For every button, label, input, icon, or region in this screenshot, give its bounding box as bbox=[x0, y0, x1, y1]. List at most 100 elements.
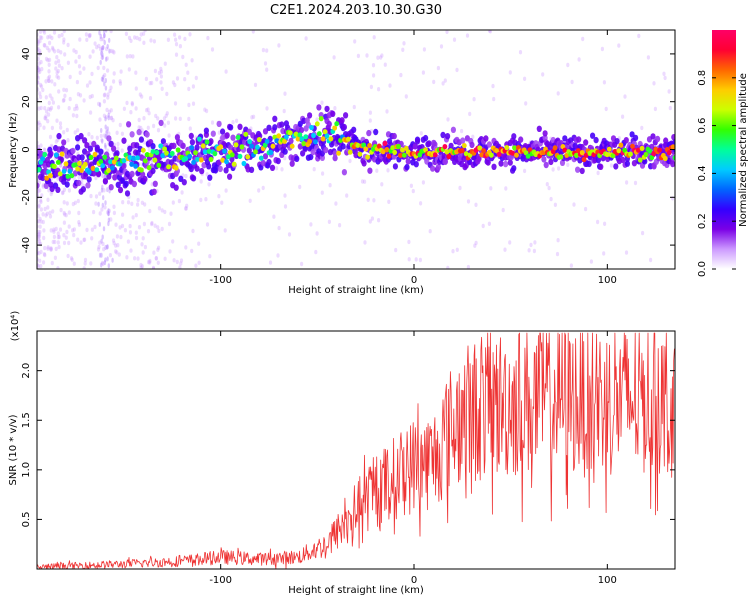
spectrogram-noise-point bbox=[108, 88, 112, 94]
spectrogram-noise-point bbox=[42, 252, 47, 257]
spectrogram-noise-point bbox=[474, 240, 478, 246]
spectrogram-noise-point bbox=[108, 253, 112, 258]
spectrogram-y-tick-label: 20 bbox=[21, 95, 32, 108]
spectrogram-core-point bbox=[463, 151, 469, 157]
spectrogram-noise-point bbox=[458, 185, 462, 191]
spectrogram-noise-point bbox=[48, 93, 52, 98]
spectrogram-noise-point bbox=[163, 61, 167, 66]
spectrogram-core-point bbox=[299, 136, 305, 142]
spectrogram-noise-point bbox=[152, 250, 156, 255]
spectrogram-core-point bbox=[75, 166, 80, 172]
spectrogram-noise-point bbox=[39, 198, 43, 203]
spectrogram-band-point bbox=[210, 130, 216, 137]
spectrogram-core-point bbox=[42, 151, 48, 158]
spectrogram-noise-point bbox=[446, 265, 450, 269]
spectrogram-noise-point bbox=[103, 33, 106, 39]
spectrogram-noise-point bbox=[150, 220, 154, 226]
spectrogram-core-point bbox=[309, 124, 314, 131]
spectrogram-band-point bbox=[224, 132, 230, 139]
spectrogram-noise-point bbox=[624, 250, 629, 255]
spectrogram-noise-point bbox=[102, 74, 105, 80]
spectrogram-noise-point bbox=[197, 260, 201, 265]
spectrogram-noise-point bbox=[142, 31, 146, 36]
spectrogram-noise-point bbox=[99, 59, 102, 65]
spectrogram-noise-point bbox=[39, 105, 43, 111]
spectrogram-noise-point bbox=[399, 72, 403, 78]
spectrogram-noise-point bbox=[109, 116, 113, 121]
spectrogram-noise-point bbox=[88, 33, 92, 38]
spectrogram-noise-point bbox=[38, 224, 42, 229]
spectrogram-core-point bbox=[481, 148, 486, 154]
spectrogram-core-point bbox=[92, 151, 98, 157]
spectrogram-noise-point bbox=[154, 113, 158, 119]
spectrogram-noise-point bbox=[37, 238, 42, 244]
spectrogram-noise-point bbox=[138, 92, 142, 97]
spectrogram-noise-point bbox=[42, 147, 46, 152]
spectrogram-noise-point bbox=[102, 99, 106, 104]
spectrogram-noise-point bbox=[92, 209, 96, 215]
spectrogram-noise-point bbox=[235, 118, 239, 124]
spectrogram-core-point bbox=[432, 152, 438, 158]
snr-y-tick-label: 1.0 bbox=[21, 462, 32, 478]
spectrogram-noise-point bbox=[460, 128, 464, 134]
spectrogram-core-point bbox=[239, 144, 245, 150]
spectrogram-noise-point bbox=[103, 30, 106, 34]
spectrogram-noise-point bbox=[156, 260, 160, 265]
spectrogram-band-point bbox=[61, 139, 67, 146]
spectrogram-noise-point bbox=[107, 115, 110, 121]
spectrogram-noise-point bbox=[130, 201, 134, 206]
spectrogram-band-point bbox=[75, 144, 81, 151]
spectrogram-core-point bbox=[583, 152, 589, 158]
spectrogram-noise-point bbox=[162, 116, 166, 121]
spectrogram-band-point bbox=[206, 163, 212, 170]
spectrogram-noise-point bbox=[62, 97, 66, 103]
spectrogram-noise-point bbox=[181, 54, 185, 60]
spectrogram-noise-point bbox=[95, 135, 99, 140]
spectrogram-noise-point bbox=[114, 222, 118, 227]
spectrogram-core-point bbox=[639, 145, 645, 151]
spectrogram-noise-point bbox=[481, 223, 485, 229]
spectrogram-noise-point bbox=[621, 114, 625, 119]
spectrogram-band-point bbox=[178, 175, 184, 182]
spectrogram-noise-point bbox=[47, 78, 51, 84]
spectrogram-noise-point bbox=[90, 93, 94, 99]
spectrogram-band-point bbox=[94, 144, 100, 151]
spectrogram-noise-point bbox=[283, 91, 287, 96]
spectrogram-core-point bbox=[670, 144, 675, 150]
spectrogram-noise-point bbox=[649, 257, 653, 263]
spectrogram-band-point bbox=[511, 133, 517, 140]
spectrogram-noise-point bbox=[174, 52, 179, 57]
spectrogram-noise-point bbox=[334, 201, 338, 206]
spectrogram-noise-point bbox=[137, 225, 142, 230]
spectrogram-noise-point bbox=[455, 67, 459, 73]
spectrogram-noise-point bbox=[39, 219, 43, 224]
spectrogram-noise-point bbox=[191, 228, 195, 234]
spectrogram-core-point bbox=[53, 152, 59, 158]
spectrogram-band-point bbox=[188, 165, 194, 173]
spectrogram-noise-point bbox=[50, 260, 54, 266]
spectrogram-band-point bbox=[319, 154, 325, 161]
spectrogram-core-point bbox=[241, 160, 247, 167]
spectrogram-core-point bbox=[121, 158, 127, 164]
spectrogram-noise-point bbox=[167, 133, 171, 138]
colorbar-tick-label: 0.4 bbox=[697, 165, 708, 181]
snr-x-tick-label: -100 bbox=[209, 575, 232, 586]
spectrogram-core-point bbox=[390, 145, 396, 151]
spectrogram-y-tick-label: -40 bbox=[21, 237, 32, 253]
spectrogram-noise-point bbox=[121, 200, 125, 205]
spectrogram-noise-point bbox=[100, 128, 103, 133]
spectrogram-noise-point bbox=[37, 178, 40, 183]
spectrogram-band-point bbox=[230, 134, 236, 141]
spectrogram-core-point bbox=[461, 143, 467, 149]
spectrogram-noise-point bbox=[56, 231, 60, 236]
spectrogram-core-point bbox=[131, 155, 137, 162]
spectrogram-noise-point bbox=[153, 223, 157, 228]
spectrogram-x-tick-label: 0 bbox=[411, 275, 417, 286]
spectrogram-noise-point bbox=[148, 81, 152, 86]
spectrogram-core-point bbox=[630, 143, 635, 149]
spectrogram-noise-point bbox=[107, 109, 111, 115]
snr-panel: -100 0 100 0.5 1.0 1.5 2.0 Height of straight … bbox=[8, 311, 676, 596]
spectrogram-noise-point bbox=[401, 47, 405, 52]
spectrogram-noise-point bbox=[667, 89, 671, 94]
spectrogram-core-point bbox=[307, 138, 312, 145]
